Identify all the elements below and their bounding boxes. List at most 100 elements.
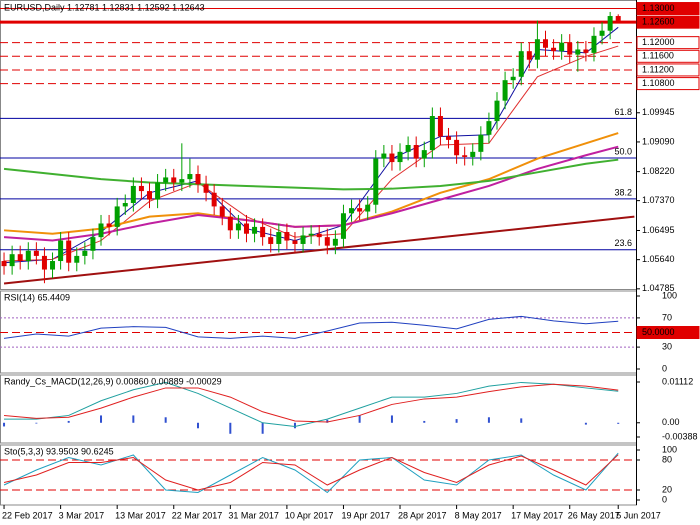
y-tick-label: 20 [662, 484, 672, 494]
candle-body [308, 233, 314, 236]
candle-body [58, 240, 64, 262]
x-tick-label: 22 Feb 2017 [2, 510, 53, 520]
candle-body [138, 185, 144, 192]
candle-body [284, 232, 290, 241]
histogram-bar [261, 422, 264, 434]
candle-body [33, 250, 39, 256]
x-tick-label: 8 May 2017 [455, 510, 502, 520]
candle-body [98, 223, 104, 238]
candle-body [615, 16, 621, 21]
candle-body [591, 35, 597, 53]
level-label: 1.10800 [642, 78, 675, 88]
level-label: 1.13000 [642, 3, 675, 13]
candle-body [607, 16, 613, 31]
histogram-bar [67, 420, 70, 423]
candle-body [365, 204, 371, 212]
candle-body [300, 235, 306, 244]
candle-body [559, 42, 565, 52]
candle-body [575, 49, 581, 55]
candle-body [510, 76, 516, 81]
indicator-line [3, 383, 619, 423]
level-label: 23.6 [614, 238, 632, 248]
level-label: 38.2 [614, 187, 632, 197]
candle-body [268, 237, 274, 244]
level-label-box [636, 63, 700, 77]
candle-body [599, 30, 605, 36]
histogram-bar [196, 422, 199, 429]
candle-body [130, 185, 136, 204]
y-tick-label: 100 [662, 444, 677, 454]
candle-body [316, 233, 322, 238]
x-tick-label: 17 May 2017 [511, 510, 563, 520]
candle-body [486, 121, 492, 135]
candle-body [1, 261, 7, 267]
candle-body [494, 100, 500, 122]
histogram-bar [100, 415, 103, 423]
histogram-bar [455, 419, 458, 423]
candle-body [437, 116, 443, 137]
level-label-box [636, 2, 700, 16]
candle-body [171, 177, 177, 183]
histogram-bar [584, 422, 587, 425]
candle-body [235, 223, 241, 231]
level-label-box [636, 36, 700, 50]
trendline [3, 215, 635, 285]
candle-body [243, 223, 249, 234]
candle-body [227, 216, 233, 231]
candle-body [203, 184, 209, 193]
candle-body [179, 179, 185, 183]
indicator-line [3, 454, 619, 491]
x-tick-label: 26 May 2017 [568, 510, 620, 520]
x-tick-label: 31 Mar 2017 [228, 510, 279, 520]
y-tick-label: 1.09090 [642, 136, 675, 146]
level-label: 50.0 [614, 146, 632, 156]
y-tick-label: 100 [662, 290, 677, 300]
level-label: 1.11600 [642, 51, 674, 61]
histogram-bar [164, 417, 167, 423]
x-tick-label: 5 Jun 2017 [616, 510, 661, 520]
candle-body [526, 51, 532, 60]
x-tick-label: 28 Apr 2017 [398, 510, 447, 520]
candle-body [155, 182, 161, 200]
candle-body [74, 255, 80, 263]
candle-body [106, 223, 112, 227]
y-tick-label: 0.00 [662, 417, 680, 427]
histogram-bar [487, 417, 490, 423]
level-label-box [636, 77, 700, 91]
histogram-bar [358, 415, 361, 423]
level-label-box [636, 326, 700, 339]
candle-body [389, 153, 395, 163]
y-tick-label: 80 [662, 454, 672, 464]
candle-body [551, 47, 557, 52]
y-tick-label: 1.06495 [642, 225, 675, 235]
histogram-bar [390, 415, 393, 423]
candle-body [357, 208, 363, 212]
indicator-line [3, 452, 619, 494]
candle-body [25, 250, 31, 262]
panel-title: Randy_Cs_MACD(12,26,9) 0.00860 0.00889 -… [4, 376, 222, 386]
chart-title: EURUSD,Daily 1.12781 1.12831 1.12592 1.1… [4, 2, 205, 12]
candle-body [340, 213, 346, 239]
x-tick-label: 10 Apr 2017 [285, 510, 334, 520]
level-label: 1.11200 [642, 64, 674, 74]
candle-body [567, 42, 573, 55]
candle-body [542, 39, 548, 48]
histogram-bar [520, 418, 523, 423]
candle-body [349, 208, 355, 214]
panel-title: Sto(5,3,3) 93.9503 90.6245 [4, 446, 114, 456]
candle-body [252, 226, 258, 234]
candle-body [195, 174, 201, 185]
y-tick-label: 0 [662, 363, 667, 373]
candle-body [211, 192, 217, 207]
candle-body [17, 254, 23, 262]
x-tick-label: 19 Apr 2017 [341, 510, 390, 520]
y-tick-label: 0 [662, 494, 667, 504]
x-tick-label: 3 Mar 2017 [59, 510, 105, 520]
candle-body [381, 153, 387, 159]
histogram-bar [35, 422, 38, 424]
candle-body [122, 203, 128, 207]
panel-title: RSI(14) 65.4409 [4, 292, 70, 302]
level-label: 1.12000 [642, 37, 675, 47]
y-tick-label: 1.08220 [642, 166, 675, 176]
candle-body [114, 206, 120, 227]
